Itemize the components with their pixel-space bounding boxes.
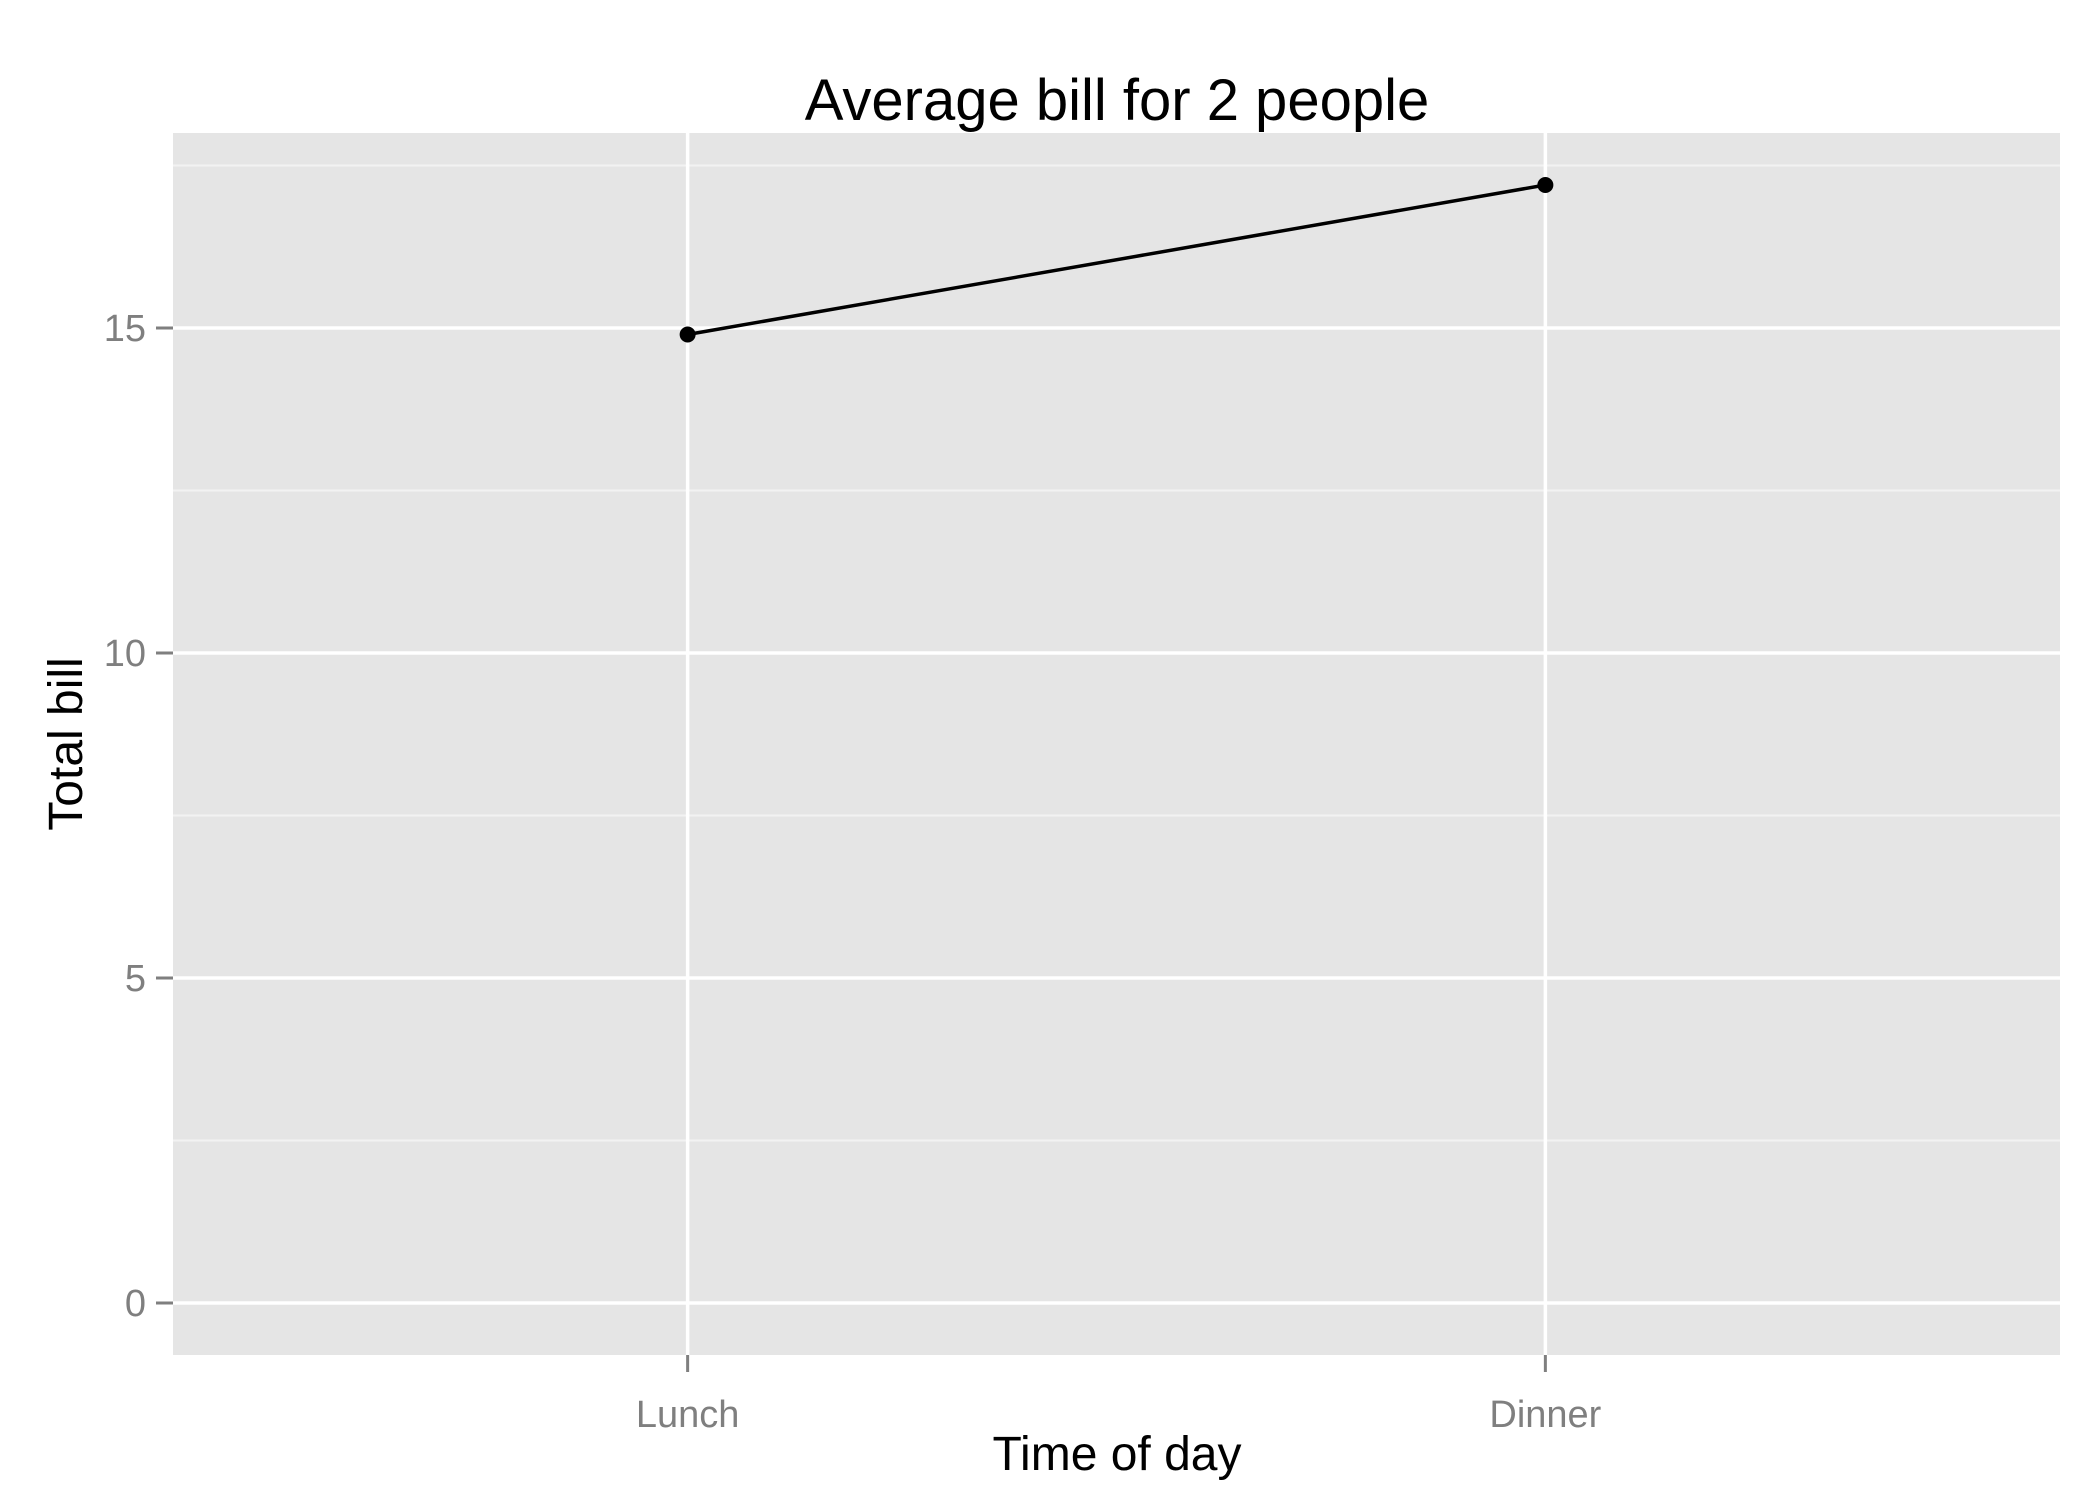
x-tick-label: Dinner — [1489, 1394, 1601, 1436]
y-tick-label: 15 — [104, 308, 146, 350]
series-layer — [679, 177, 1554, 343]
series-line — [687, 183, 1546, 337]
data-point-dinner — [1537, 177, 1554, 193]
y-tick-label: 0 — [125, 1283, 146, 1325]
x-tick-label: Lunch — [636, 1394, 740, 1436]
x-axis-title: Time of day — [993, 1428, 1242, 1481]
y-tick-label: 5 — [125, 958, 146, 1000]
y-axis-title: Total bill — [40, 657, 93, 830]
axis-layer: 0 5 10 15 Lunch Dinner — [104, 308, 1602, 1436]
grid-lines — [173, 133, 2060, 1355]
plot-panel — [173, 133, 2060, 1355]
y-tick-label: 10 — [104, 633, 146, 675]
data-point-lunch — [679, 326, 696, 343]
chart-title: Average bill for 2 people — [805, 68, 1429, 133]
